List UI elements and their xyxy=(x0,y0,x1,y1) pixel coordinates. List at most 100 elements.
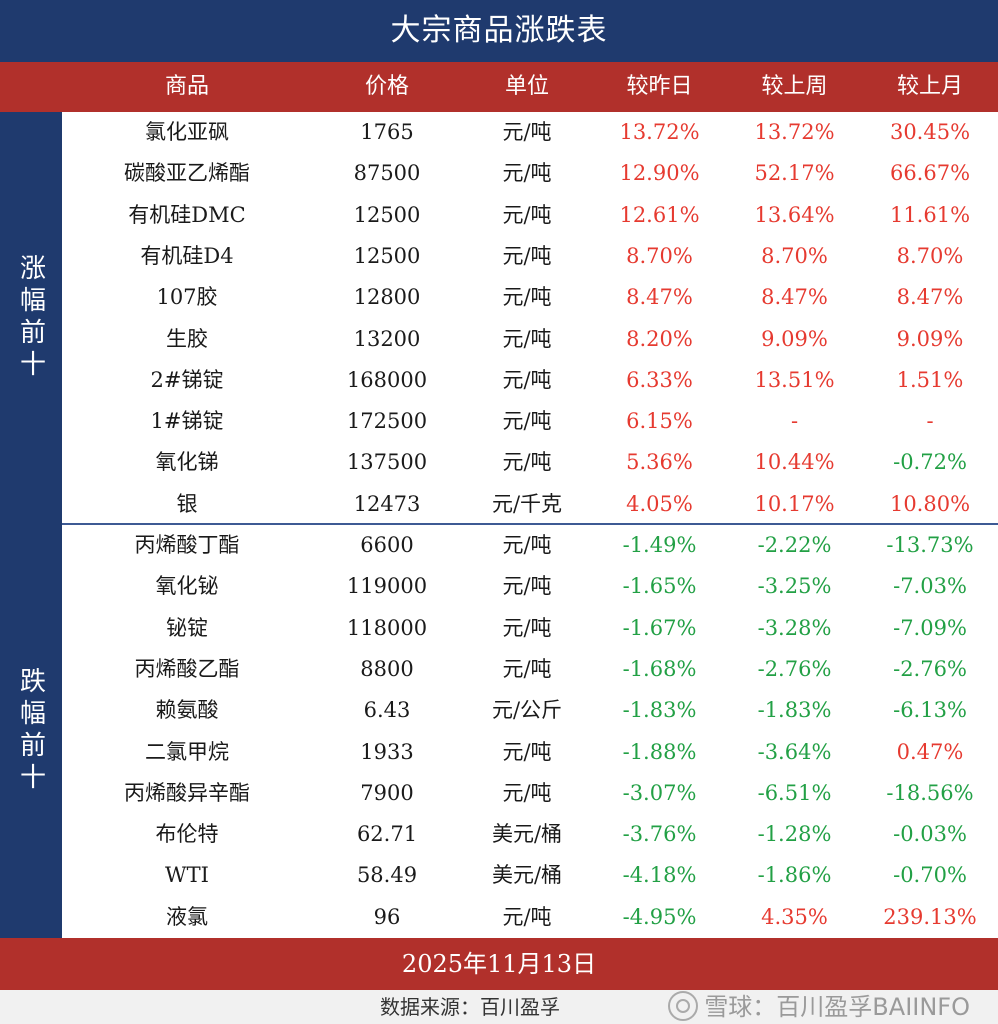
change-week-cell: -1.28% xyxy=(757,822,832,847)
commodity-name: 布伦特 xyxy=(155,822,219,847)
change-month-cell: - xyxy=(926,409,934,434)
unit-cell: 元/吨 xyxy=(502,161,552,186)
price-cell: 12500 xyxy=(353,202,421,227)
commodity-name: 液氯 xyxy=(166,904,208,929)
change-month-cell: 0.47% xyxy=(896,739,964,764)
commodity-name: 氯化亚砜 xyxy=(145,120,229,144)
price-cell: 96 xyxy=(373,904,401,929)
side-label-losers: 跌幅前十 xyxy=(0,524,62,938)
change-month-cell: -18.56% xyxy=(886,780,974,805)
commodity-name: 氧化锑 xyxy=(155,450,219,475)
header-day: 较昨日 xyxy=(626,74,693,99)
header-month: 较上月 xyxy=(896,74,963,99)
change-day-cell: -3.76% xyxy=(622,822,697,847)
table-row: 氧化锑 137500 元/吨 5.36% 10.44% -0.72% xyxy=(62,442,998,483)
change-month-cell: -2.76% xyxy=(893,656,967,681)
change-day-cell: -1.49% xyxy=(622,533,697,557)
unit-cell: 元/吨 xyxy=(502,243,552,268)
change-day-cell: 6.33% xyxy=(626,367,693,392)
commodity-name: WTI xyxy=(165,863,209,888)
unit-cell: 美元/桶 xyxy=(491,863,563,888)
change-week-cell: 13.51% xyxy=(754,367,835,392)
watermark: 雪球：百川盈孚BAIINFO xyxy=(668,990,970,1024)
header-name: 商品 xyxy=(164,74,209,99)
report-date: 2025年11月13日 xyxy=(0,938,998,990)
change-day-cell: -1.68% xyxy=(622,656,697,681)
commodity-name: 107胶 xyxy=(156,285,218,310)
change-week-cell: 13.64% xyxy=(754,202,835,227)
table-row: 氯化亚砜 1765 元/吨 13.72% 13.72% 30.45% xyxy=(62,112,998,153)
change-day-cell: 12.90% xyxy=(619,161,700,186)
price-cell: 119000 xyxy=(346,574,428,599)
change-week-cell: -1.83% xyxy=(757,698,832,723)
commodity-table: 氯化亚砜 1765 元/吨 13.72% 13.72% 30.45% 碳酸亚乙烯酯 87500… xyxy=(62,112,998,938)
table-row: 2#锑锭 168000 元/吨 6.33% 13.51% 1.51% xyxy=(62,360,998,401)
table-header: 商品 价格 单位 较昨日 较上周 较上月 xyxy=(0,62,998,112)
change-month-cell: 239.13% xyxy=(883,904,977,929)
price-cell: 87500 xyxy=(353,161,421,186)
price-cell: 137500 xyxy=(346,450,428,475)
price-cell: 118000 xyxy=(346,615,428,640)
side-label-losers-text: 跌幅前十 xyxy=(15,667,46,795)
data-source: 数据来源：百川盈孚 xyxy=(380,995,560,1019)
table-row: 碳酸亚乙烯酯 87500 元/吨 12.90% 52.17% 66.67% xyxy=(62,153,998,194)
change-month-cell: -13.73% xyxy=(886,533,974,557)
commodity-name: 丙烯酸乙酯 xyxy=(134,656,240,681)
unit-cell: 元/吨 xyxy=(502,326,552,351)
change-day-cell: 8.47% xyxy=(626,285,693,310)
commodity-name: 2#锑锭 xyxy=(150,367,224,392)
price-cell: 13200 xyxy=(353,326,421,351)
change-week-cell: -2.22% xyxy=(757,533,832,557)
table-row: 有机硅D4 12500 元/吨 8.70% 8.70% 8.70% xyxy=(62,236,998,277)
change-week-cell: 8.70% xyxy=(761,243,828,268)
change-month-cell: -6.13% xyxy=(893,698,967,723)
table-row: 液氯 96 元/吨 -4.95% 4.35% 239.13% xyxy=(62,897,998,938)
unit-cell: 元/吨 xyxy=(502,450,552,475)
change-day-cell: -1.65% xyxy=(622,574,697,599)
commodity-name: 银 xyxy=(176,491,198,516)
commodity-name: 氧化铋 xyxy=(155,574,219,599)
price-cell: 1933 xyxy=(360,739,414,764)
change-month-cell: 8.47% xyxy=(896,285,964,310)
table-row: 丙烯酸异辛酯 7900 元/吨 -3.07% -6.51% -18.56% xyxy=(62,773,998,814)
change-week-cell: -1.86% xyxy=(757,863,832,888)
price-cell: 1765 xyxy=(360,120,414,144)
change-week-cell: -3.25% xyxy=(757,574,832,599)
table-row: 银 12473 元/千克 4.05% 10.17% 10.80% xyxy=(62,484,998,525)
commodity-name: 二氯甲烷 xyxy=(145,739,229,764)
change-month-cell: -0.70% xyxy=(893,863,967,888)
unit-cell: 元/吨 xyxy=(502,533,552,557)
source-bar: 数据来源：百川盈孚 xyxy=(0,990,998,1024)
unit-cell: 元/吨 xyxy=(502,780,552,805)
table-row: 丙烯酸乙酯 8800 元/吨 -1.68% -2.76% -2.76% xyxy=(62,649,998,690)
change-week-cell: 13.72% xyxy=(754,120,835,144)
table-row: 生胶 13200 元/吨 8.20% 9.09% 9.09% xyxy=(62,319,998,360)
change-day-cell: 6.15% xyxy=(626,409,693,434)
unit-cell: 元/吨 xyxy=(502,904,552,929)
side-label-gainers-text: 涨幅前十 xyxy=(15,254,46,382)
side-label-gainers: 涨幅前十 xyxy=(0,112,62,524)
change-month-cell: -0.03% xyxy=(893,822,967,847)
change-day-cell: 5.36% xyxy=(626,450,693,475)
change-month-cell: 10.80% xyxy=(889,491,971,516)
unit-cell: 元/吨 xyxy=(502,409,552,434)
change-day-cell: -4.95% xyxy=(622,904,697,929)
unit-cell: 元/吨 xyxy=(502,285,552,310)
price-cell: 8800 xyxy=(360,656,414,681)
unit-cell: 元/千克 xyxy=(491,491,563,516)
change-month-cell: -7.03% xyxy=(893,574,967,599)
commodity-name: 生胶 xyxy=(166,326,208,351)
change-day-cell: -3.07% xyxy=(622,780,697,805)
unit-cell: 元/吨 xyxy=(502,615,552,640)
change-day-cell: 4.05% xyxy=(626,491,693,516)
price-cell: 58.49 xyxy=(356,863,418,888)
change-week-cell: -3.28% xyxy=(757,615,832,640)
header-price: 价格 xyxy=(364,74,409,99)
section-divider xyxy=(62,523,998,525)
change-week-cell: 8.47% xyxy=(761,285,828,310)
change-week-cell: -3.64% xyxy=(757,739,832,764)
change-day-cell: 12.61% xyxy=(619,202,700,227)
table-row: 有机硅DMC 12500 元/吨 12.61% 13.64% 11.61% xyxy=(62,195,998,236)
table-row: WTI 58.49 美元/桶 -4.18% -1.86% -0.70% xyxy=(62,855,998,896)
header-week: 较上周 xyxy=(761,74,828,99)
